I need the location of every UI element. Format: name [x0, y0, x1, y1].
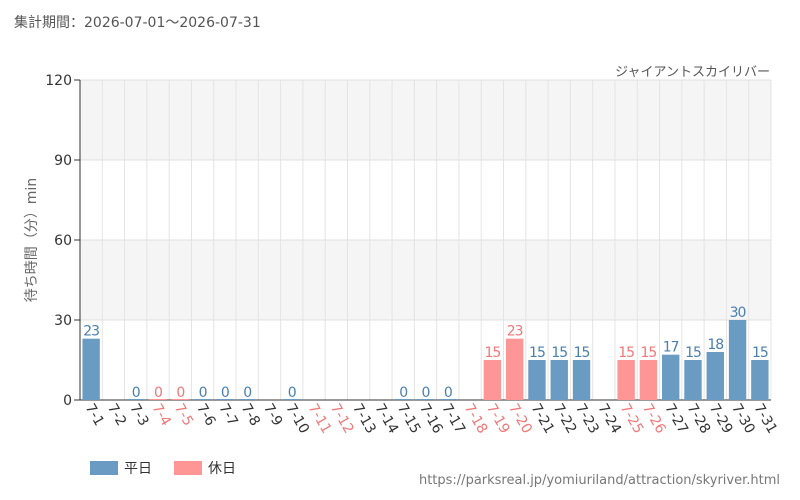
x-tick-label: 7-31 [750, 401, 780, 437]
grid-band [80, 80, 771, 160]
bar-value-label: 18 [707, 337, 723, 353]
x-tick-label: 7-5 [171, 401, 196, 429]
y-tick-label: 90 [54, 153, 72, 169]
legend-label-holiday: 休日 [208, 461, 236, 477]
bar [216, 399, 234, 400]
x-tick-label: 7-7 [215, 401, 240, 429]
y-tick-label: 60 [54, 233, 72, 249]
bar [505, 338, 524, 400]
x-tick-label: 7-1 [82, 401, 107, 429]
bar-value-label: 0 [132, 385, 140, 401]
bar [127, 399, 145, 400]
x-tick-label: 7-6 [193, 401, 218, 429]
x-tick-label: 7-8 [238, 401, 263, 429]
bar [662, 354, 680, 400]
legend-swatch-holiday [174, 461, 202, 475]
bar-value-label: 15 [685, 345, 701, 361]
legend-item-holiday[interactable]: 休日 [174, 458, 236, 478]
bar [639, 360, 658, 400]
bar [572, 360, 591, 400]
bar [528, 360, 546, 400]
bar-value-label: 15 [752, 345, 768, 361]
bar-value-label: 15 [574, 345, 590, 361]
bar [149, 399, 167, 400]
bar-value-label: 23 [83, 324, 99, 340]
bar-value-label: 15 [618, 345, 634, 361]
bar [283, 399, 301, 400]
bar-value-label: 17 [663, 340, 679, 356]
source-url[interactable]: https://parksreal.jp/yomiuriland/attract… [418, 473, 780, 488]
bar-value-label: 0 [243, 385, 251, 401]
bar [483, 360, 502, 400]
x-tick-label: 7-2 [104, 401, 129, 429]
bar-value-label: 15 [551, 345, 567, 361]
y-tick-label: 0 [63, 393, 72, 409]
bar [394, 399, 412, 400]
bar [751, 360, 769, 400]
x-tick-label: 7-4 [149, 401, 174, 429]
x-tick-label: 7-3 [126, 401, 151, 429]
legend-item-weekday[interactable]: 平日 [90, 458, 152, 478]
legend-swatch-weekday [90, 461, 118, 475]
bar-value-label: 0 [154, 385, 162, 401]
bar [684, 360, 702, 400]
bar-value-label: 0 [288, 385, 296, 401]
bar [82, 338, 100, 400]
bar [617, 360, 635, 400]
bar [238, 399, 256, 400]
bar-value-label: 15 [529, 345, 545, 361]
legend-label-weekday: 平日 [124, 461, 152, 477]
bar-value-label: 0 [221, 385, 229, 401]
grid-band [80, 240, 771, 320]
bar-value-label: 15 [484, 345, 500, 361]
bar [171, 399, 189, 400]
y-tick-label: 30 [54, 313, 72, 329]
bar-value-label: 0 [444, 385, 452, 401]
bar-value-label: 30 [730, 305, 746, 321]
bar-value-label: 0 [422, 385, 430, 401]
bar [550, 360, 568, 400]
bar-value-label: 15 [640, 345, 656, 361]
attraction-name: ジャイアントスカイリバー [615, 65, 770, 80]
bar [706, 352, 724, 400]
bar [728, 320, 747, 400]
period-header: 集計期間：2026-07-01〜2026-07-31 [14, 15, 261, 31]
bar-value-label: 0 [199, 385, 207, 401]
legend: 平日 休日 [90, 458, 258, 478]
bar [416, 399, 435, 400]
bar-value-label: 0 [399, 385, 407, 401]
grid-band [80, 160, 771, 240]
x-tick-label: 7-9 [260, 401, 285, 429]
bar-value-label: 23 [507, 324, 523, 340]
y-tick-label: 120 [45, 73, 72, 89]
bar [439, 399, 457, 400]
bar-value-label: 0 [176, 385, 184, 401]
bar [193, 399, 212, 400]
